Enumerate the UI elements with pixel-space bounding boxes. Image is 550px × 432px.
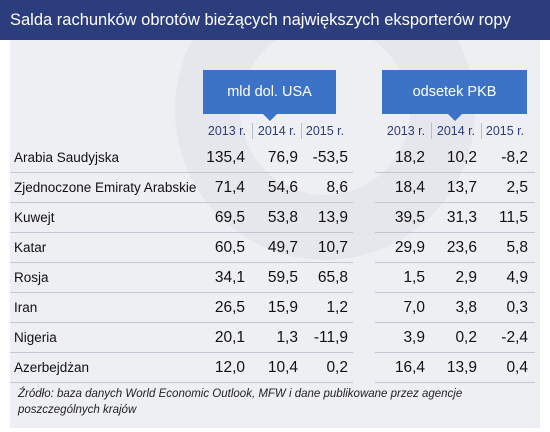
table-cell: 2,9 <box>455 269 477 286</box>
table-cell: 10,4 <box>267 359 298 376</box>
table-cell: 18,2 <box>394 149 425 166</box>
table-cell: 26,5 <box>214 299 245 316</box>
table-cell: 10,2 <box>446 149 477 166</box>
table-cell: 31,3 <box>446 209 477 226</box>
table-row: Kuwejt 69,5 53,8 13,9 39,5 31,3 11,5 <box>10 203 540 233</box>
table-cell: 29,9 <box>394 239 425 256</box>
country-name: Azerbejdżan <box>14 360 90 375</box>
table-row: Zjednoczone Emiraty Arabskie 71,4 54,6 8,6 1… <box>10 173 540 203</box>
table-cell: 23,6 <box>446 239 477 256</box>
row-divider <box>375 382 535 383</box>
row-divider <box>375 262 535 263</box>
table-cell: 13,9 <box>317 209 348 226</box>
row-divider <box>10 382 353 383</box>
table-cell: 0,4 <box>506 359 528 376</box>
year-label: 2015 r. <box>305 124 345 138</box>
row-divider <box>10 232 353 233</box>
table-cell: 16,4 <box>394 359 425 376</box>
table-cell: 18,4 <box>394 179 425 196</box>
group-header-label: mld dol. USA <box>227 84 312 100</box>
year-separator <box>301 123 302 139</box>
country-name: Kuwejt <box>14 210 55 225</box>
table-cell: 4,9 <box>506 269 528 286</box>
table-cell: 3,9 <box>403 329 425 346</box>
table-cell: 65,8 <box>317 269 348 286</box>
year-separator <box>431 123 432 139</box>
table-cell: 76,9 <box>267 149 298 166</box>
table-row: Nigeria 20,1 1,3 -11,9 3,9 0,2 -2,4 <box>10 323 540 353</box>
table-row: Azerbejdżan 12,0 10,4 0,2 16,4 13,9 0,4 <box>10 353 540 383</box>
table-cell: -2,4 <box>501 329 528 346</box>
year-label: 2014 r. <box>257 124 297 138</box>
row-divider <box>375 172 535 173</box>
table-cell: 2,5 <box>506 179 528 196</box>
table-panel: mld dol. USA odsetek PKB 2013 r. 2014 r.… <box>10 40 540 428</box>
country-name: Iran <box>14 300 38 315</box>
table-cell: 1,2 <box>326 299 348 316</box>
table-cell: 0,3 <box>506 299 528 316</box>
table-row: Iran 26,5 15,9 1,2 7,0 3,8 0,3 <box>10 293 540 323</box>
table-cell: 71,4 <box>214 179 245 196</box>
year-label: 2014 r. <box>436 124 476 138</box>
table-cell: 12,0 <box>214 359 245 376</box>
row-divider <box>375 292 535 293</box>
table-cell: 5,8 <box>506 239 528 256</box>
arrow-down-icon <box>447 114 462 121</box>
table-cell: -53,5 <box>312 149 348 166</box>
table-cell: -8,2 <box>501 149 528 166</box>
table-cell: 13,7 <box>446 179 477 196</box>
table-cell: 1,5 <box>403 269 425 286</box>
row-divider <box>375 232 535 233</box>
table-cell: 15,9 <box>267 299 298 316</box>
table-cell: 3,8 <box>455 299 477 316</box>
table-cell: 39,5 <box>394 209 425 226</box>
table-cell: 11,5 <box>498 209 528 226</box>
group-header-label: odsetek PKB <box>412 84 497 100</box>
table-cell: 7,0 <box>403 299 425 316</box>
table-cell: 20,1 <box>214 329 245 346</box>
table-cell: -11,9 <box>313 329 348 346</box>
row-divider <box>10 322 353 323</box>
row-divider <box>10 292 353 293</box>
year-separator <box>252 123 253 139</box>
table-cell: 60,5 <box>214 239 245 256</box>
source-note: Źródło: baza danych World Economic Outlo… <box>18 388 463 416</box>
table-cell: 54,6 <box>267 179 298 196</box>
group-header-gdp: odsetek PKB <box>382 70 527 121</box>
country-name: Katar <box>14 240 47 255</box>
arrow-down-icon <box>262 114 277 121</box>
year-label: 2013 r. <box>207 124 247 138</box>
table-row: Arabia Saudyjska 135,4 76,9 -53,5 18,2 10,2 -8… <box>10 143 540 173</box>
country-name: Arabia Saudyjska <box>14 150 120 165</box>
row-divider <box>10 202 353 203</box>
country-name: Rosja <box>14 270 49 285</box>
table-row: Katar 60,5 49,7 10,7 29,9 23,6 5,8 <box>10 233 540 263</box>
country-name: Nigeria <box>14 330 57 345</box>
table-cell: 59,5 <box>267 269 298 286</box>
table-cell: 53,8 <box>267 209 298 226</box>
table-cell: 13,9 <box>446 359 477 376</box>
page-title: Salda rachunków obrotów bieżących najwię… <box>0 0 550 40</box>
table-cell: 8,6 <box>326 179 348 196</box>
table-cell: 135,4 <box>206 149 245 166</box>
table-row: Rosja 34,1 59,5 65,8 1,5 2,9 4,9 <box>10 263 540 293</box>
year-separator <box>481 123 482 139</box>
row-divider <box>10 172 353 173</box>
table-cell: 0,2 <box>455 329 477 346</box>
table-cell: 69,5 <box>214 209 245 226</box>
row-divider <box>375 202 535 203</box>
row-divider <box>10 352 353 353</box>
year-label: 2015 r. <box>485 124 525 138</box>
year-label: 2013 r. <box>386 124 426 138</box>
row-divider <box>10 262 353 263</box>
table-cell: 0,2 <box>326 359 348 376</box>
row-divider <box>375 352 535 353</box>
table-cell: 34,1 <box>214 269 245 286</box>
row-divider <box>375 322 535 323</box>
group-header-usd: mld dol. USA <box>203 70 336 121</box>
country-name: Zjednoczone Emiraty Arabskie <box>14 180 197 195</box>
table-cell: 1,3 <box>276 329 298 346</box>
table-cell: 49,7 <box>267 239 298 256</box>
table-cell: 10,7 <box>317 239 348 256</box>
